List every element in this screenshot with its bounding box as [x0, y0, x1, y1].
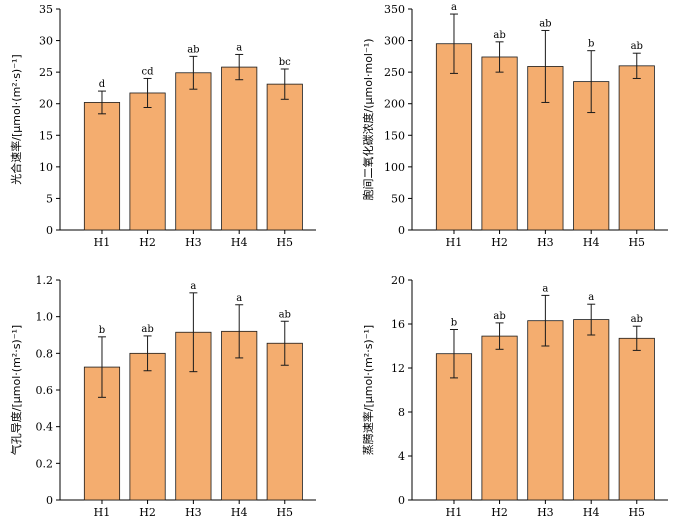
x-tick-label: H2: [139, 506, 156, 519]
significance-label: ab: [279, 309, 291, 320]
significance-label: a: [236, 42, 242, 53]
bar-H2: [481, 335, 518, 501]
x-tick-label: H2: [491, 506, 508, 519]
significance-label: b: [99, 325, 105, 336]
y-tick-label: 0: [398, 494, 405, 507]
y-tick-label: 50: [391, 192, 405, 205]
x-tick-label: H3: [185, 506, 202, 519]
significance-label: ab: [187, 44, 199, 55]
significance-label: bc: [279, 57, 291, 68]
y-tick-label: 16: [391, 318, 405, 331]
x-tick-label: H3: [537, 506, 554, 519]
y-tick-label: 4: [398, 450, 405, 463]
x-tick-label: H5: [276, 506, 293, 519]
x-tick-label: H1: [94, 236, 111, 249]
bar-H3: [175, 72, 212, 231]
bar-H1: [435, 43, 473, 231]
x-tick-label: H1: [446, 236, 463, 249]
x-tick-label: H4: [583, 506, 600, 519]
significance-label: a: [588, 292, 594, 303]
x-tick-label: H4: [231, 236, 248, 249]
bar-H5: [266, 342, 303, 501]
y-tick-label: 0: [46, 494, 53, 507]
y-tick-label: 5: [46, 192, 53, 205]
y-tick-label: 15: [39, 129, 53, 142]
y-axis-label: 气孔导度/[μmol·(m²·s)⁻¹]: [9, 325, 23, 455]
significance-label: cd: [142, 66, 155, 77]
significance-label: ab: [493, 30, 505, 41]
y-tick-label: 350: [384, 3, 405, 16]
bar-H4: [221, 66, 258, 231]
bar-H2: [129, 92, 166, 231]
y-tick-label: 0.2: [36, 457, 54, 470]
x-tick-label: H3: [537, 236, 554, 249]
y-tick-label: 35: [39, 3, 53, 16]
y-tick-label: 100: [384, 161, 405, 174]
significance-label: ab: [539, 18, 551, 29]
x-tick-label: H4: [583, 236, 600, 249]
y-tick-label: 0.8: [36, 347, 54, 360]
significance-label: ab: [631, 41, 643, 52]
bar-H5: [618, 65, 655, 231]
x-tick-label: H5: [628, 506, 645, 519]
y-tick-label: 150: [384, 129, 405, 142]
x-tick-label: H4: [231, 506, 248, 519]
y-axis-label: 光合速率/[μmol·(m²·s)⁻¹]: [9, 54, 23, 184]
y-tick-label: 8: [398, 406, 405, 419]
bar-H4: [573, 319, 610, 501]
x-tick-label: H3: [185, 236, 202, 249]
bar-H5: [618, 337, 655, 501]
bar-H2: [129, 352, 166, 501]
y-tick-label: 1.0: [36, 311, 54, 324]
bar-H5: [266, 83, 303, 231]
significance-label: ab: [141, 324, 153, 335]
x-tick-label: H2: [491, 236, 508, 249]
significance-label: ab: [493, 311, 505, 322]
significance-label: a: [190, 281, 196, 292]
bar-H2: [481, 56, 518, 231]
significance-label: b: [588, 39, 594, 50]
y-tick-label: 0.6: [36, 384, 54, 397]
significance-label: ab: [631, 314, 643, 325]
chart-panel-1: 0 5 10 15 20 25 30 35 光合速率/[μmol·(m²·s)⁻¹] d H1 cd H…: [9, 3, 316, 249]
significance-label: a: [451, 2, 457, 13]
x-tick-label: H1: [94, 506, 111, 519]
y-axis-label: 胞间二氧化碳浓度/(μmol·mol⁻¹): [361, 38, 375, 200]
significance-label: d: [99, 79, 106, 90]
chart-panel-4: 0 4 8 12 16 20 蒸腾速率/[μmol·(m²·s)⁻¹] b H1 ab H2 a H3 a…: [361, 274, 668, 519]
y-tick-label: 200: [384, 98, 405, 111]
y-tick-label: 10: [39, 161, 53, 174]
y-tick-label: 12: [391, 362, 405, 375]
bar-H1: [83, 102, 121, 231]
x-tick-label: H2: [139, 236, 156, 249]
y-tick-label: 0: [46, 224, 53, 237]
significance-label: a: [236, 293, 242, 304]
chart-panel-3: 0 0.2 0.4 0.6 0.8 1.0 1.2 气孔导度/[μmol·(m²·s)⁻¹] b…: [9, 274, 316, 519]
significance-label: a: [542, 283, 548, 294]
y-tick-label: 300: [384, 35, 405, 48]
bar-H4: [221, 330, 258, 501]
x-tick-label: H5: [276, 236, 293, 249]
y-tick-label: 0: [398, 224, 405, 237]
y-tick-label: 30: [39, 35, 53, 48]
y-tick-label: 250: [384, 66, 405, 79]
y-tick-label: 20: [391, 274, 405, 287]
y-tick-label: 1.2: [36, 274, 54, 287]
y-axis-label: 蒸腾速率/[μmol·(m²·s)⁻¹]: [361, 325, 375, 455]
y-tick-label: 0.4: [36, 421, 54, 434]
chart-panel-2: 0 50 100 150 200 250 300 350 胞间二氧化碳浓度/(μmol·mol⁻…: [361, 2, 668, 249]
y-tick-label: 25: [39, 66, 53, 79]
significance-label: b: [451, 318, 457, 329]
x-tick-label: H5: [628, 236, 645, 249]
x-tick-label: H1: [446, 506, 463, 519]
bar-H3: [527, 320, 564, 501]
y-tick-label: 20: [39, 98, 53, 111]
